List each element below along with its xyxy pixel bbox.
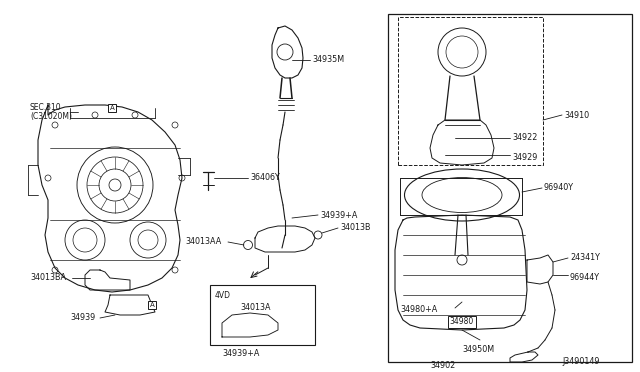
Bar xyxy=(398,17,543,165)
Bar xyxy=(388,14,632,362)
Text: 34980+A: 34980+A xyxy=(400,305,437,314)
Text: 34013AA: 34013AA xyxy=(185,237,221,247)
Bar xyxy=(210,285,315,345)
Text: 24341Y: 24341Y xyxy=(570,253,600,263)
Text: 34910: 34910 xyxy=(564,110,589,119)
Text: 34950M: 34950M xyxy=(462,346,494,355)
Text: 34939+A: 34939+A xyxy=(320,211,357,219)
Text: 34013B: 34013B xyxy=(340,224,371,232)
Text: J3490149: J3490149 xyxy=(563,357,600,366)
Text: A: A xyxy=(109,105,115,111)
Text: SEC.310: SEC.310 xyxy=(30,103,61,112)
Text: 34922: 34922 xyxy=(512,134,538,142)
Text: 34980: 34980 xyxy=(450,317,474,327)
Text: 96940Y: 96940Y xyxy=(544,183,574,192)
Text: 34902: 34902 xyxy=(430,362,455,371)
Text: A: A xyxy=(150,302,154,308)
Text: 34013A: 34013A xyxy=(240,304,271,312)
Text: 34013BA: 34013BA xyxy=(30,273,66,282)
Text: 36406Y: 36406Y xyxy=(250,173,280,183)
Text: (C31020M): (C31020M) xyxy=(30,112,72,121)
Text: 34935M: 34935M xyxy=(312,55,344,64)
Text: 34929: 34929 xyxy=(512,153,538,161)
Text: 4VD: 4VD xyxy=(215,291,231,300)
Text: 34939+A: 34939+A xyxy=(222,349,259,357)
Text: 96944Y: 96944Y xyxy=(570,273,600,282)
Text: 34939: 34939 xyxy=(70,314,95,323)
